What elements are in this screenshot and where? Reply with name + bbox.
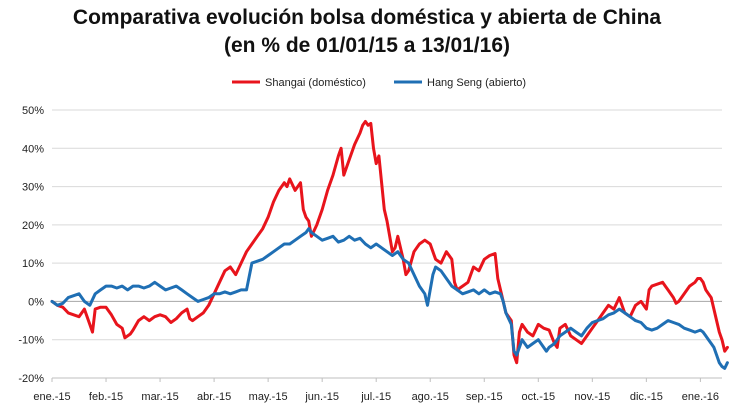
x-tick-label: mar.-15 (141, 391, 178, 403)
x-tick-label: ene.-15 (33, 391, 70, 403)
x-tick-label: jun.-15 (304, 391, 339, 403)
x-tick-label: jul.-15 (360, 391, 391, 403)
y-tick-label: 0% (28, 296, 44, 308)
x-tick-label: may.-15 (249, 391, 288, 403)
y-tick-label: 20% (22, 220, 44, 232)
legend-label: Hang Seng (abierto) (427, 77, 526, 89)
x-tick-label: dic.-15 (630, 391, 663, 403)
series-line-hang-seng (50, 227, 729, 370)
x-tick-label: ago.-15 (412, 391, 449, 403)
chart-title: Comparativa evolución bolsa doméstica y … (72, 6, 662, 29)
y-tick-label: 40% (22, 143, 44, 155)
x-tick-label: oct.-15 (521, 391, 555, 403)
chart-subtitle: (en % de 01/01/15 a 13/01/16) (223, 34, 510, 57)
y-tick-label: -10% (18, 335, 44, 347)
x-tick-label: sep.-15 (466, 391, 503, 403)
y-tick-label: 30% (22, 182, 44, 194)
x-tick-label: nov.-15 (574, 391, 610, 403)
x-tick-label: feb.-15 (89, 391, 123, 403)
x-tick-label: abr.-15 (197, 391, 231, 403)
y-tick-label: -20% (18, 373, 44, 385)
x-tick-label: ene.-16 (682, 391, 719, 403)
y-tick-label: 50% (22, 105, 44, 117)
y-tick-label: 10% (22, 258, 44, 270)
series-line-shangai (50, 120, 729, 365)
legend-label: Shangai (doméstico) (265, 77, 366, 89)
